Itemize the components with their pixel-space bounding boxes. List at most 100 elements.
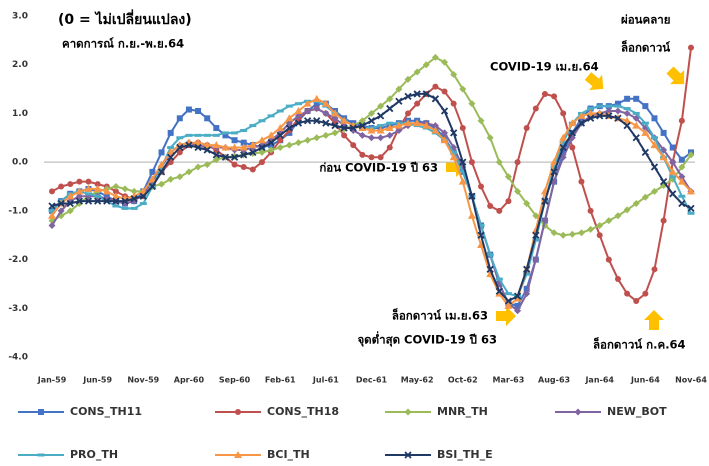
marker bbox=[577, 229, 585, 237]
marker bbox=[395, 126, 403, 134]
marker bbox=[194, 133, 202, 137]
marker bbox=[678, 199, 686, 208]
marker bbox=[258, 148, 266, 156]
marker bbox=[139, 202, 147, 206]
x-tick-label: May-62 bbox=[401, 376, 434, 385]
marker bbox=[276, 131, 284, 139]
marker bbox=[249, 124, 257, 128]
marker bbox=[659, 177, 668, 186]
marker bbox=[414, 100, 421, 107]
marker bbox=[614, 276, 621, 283]
marker bbox=[304, 107, 312, 115]
marker bbox=[240, 139, 247, 146]
marker bbox=[559, 231, 567, 239]
marker bbox=[531, 226, 540, 234]
marker bbox=[541, 217, 549, 225]
marker bbox=[185, 168, 193, 176]
marker bbox=[477, 223, 485, 227]
marker bbox=[377, 124, 385, 128]
marker bbox=[623, 107, 631, 111]
marker bbox=[277, 137, 284, 144]
marker bbox=[632, 200, 640, 208]
marker bbox=[203, 146, 211, 154]
marker bbox=[641, 193, 649, 201]
marker bbox=[312, 94, 321, 102]
marker bbox=[513, 294, 522, 302]
marker bbox=[650, 187, 658, 195]
marker bbox=[678, 194, 686, 198]
x-tick-label: Sep-60 bbox=[219, 376, 251, 385]
marker bbox=[167, 153, 175, 161]
marker bbox=[367, 117, 376, 125]
marker bbox=[294, 112, 302, 120]
marker bbox=[623, 116, 632, 124]
x-tick-label: Jun-59 bbox=[82, 376, 112, 385]
marker bbox=[551, 93, 558, 100]
marker bbox=[596, 232, 603, 239]
marker bbox=[623, 121, 631, 130]
x-tick-label: Nov-59 bbox=[127, 376, 159, 385]
marker bbox=[313, 100, 320, 107]
marker bbox=[559, 143, 567, 152]
marker bbox=[57, 207, 65, 215]
marker bbox=[212, 141, 221, 149]
marker bbox=[359, 151, 366, 158]
marker bbox=[94, 197, 102, 205]
x-tick-label: Jul-61 bbox=[312, 376, 339, 385]
marker bbox=[276, 144, 284, 152]
marker bbox=[212, 133, 220, 137]
legend-marker bbox=[404, 451, 412, 459]
marker bbox=[376, 112, 385, 120]
marker bbox=[394, 121, 403, 129]
marker bbox=[294, 102, 302, 106]
y-tick-label: -3.0 bbox=[8, 304, 28, 314]
marker bbox=[559, 141, 567, 145]
legend-marker bbox=[574, 408, 582, 416]
marker bbox=[532, 238, 540, 242]
marker bbox=[605, 112, 613, 120]
marker bbox=[404, 92, 412, 101]
marker bbox=[368, 134, 375, 142]
marker bbox=[687, 151, 695, 159]
marker bbox=[103, 197, 111, 205]
marker bbox=[285, 114, 294, 122]
annotation: จุดต่ำสุด COVID-19 ปี 63 bbox=[357, 331, 497, 348]
marker bbox=[313, 105, 321, 113]
marker bbox=[559, 133, 568, 141]
marker bbox=[230, 153, 239, 161]
marker bbox=[495, 277, 503, 281]
series bbox=[48, 90, 695, 305]
marker bbox=[441, 58, 449, 66]
marker bbox=[495, 158, 503, 166]
y-tick-label: 2.0 bbox=[12, 60, 28, 70]
legend-label: BCI_TH bbox=[267, 448, 310, 461]
marker bbox=[176, 136, 184, 140]
marker bbox=[112, 197, 120, 205]
marker bbox=[386, 144, 393, 151]
marker bbox=[148, 182, 157, 191]
marker bbox=[221, 131, 229, 135]
marker bbox=[66, 207, 74, 215]
marker bbox=[340, 124, 348, 132]
marker bbox=[468, 192, 476, 200]
marker bbox=[112, 204, 120, 208]
marker bbox=[158, 180, 166, 188]
marker bbox=[596, 112, 604, 120]
marker bbox=[75, 197, 84, 205]
marker bbox=[157, 160, 166, 168]
marker bbox=[660, 217, 667, 224]
marker bbox=[139, 187, 148, 195]
x-tick-label: Mar-63 bbox=[493, 376, 525, 385]
marker bbox=[642, 103, 649, 110]
marker bbox=[422, 90, 430, 98]
marker bbox=[185, 141, 193, 149]
marker bbox=[633, 95, 640, 102]
marker bbox=[294, 106, 303, 114]
marker bbox=[459, 158, 467, 166]
marker bbox=[341, 132, 348, 139]
marker bbox=[349, 124, 357, 132]
legend-marker bbox=[37, 453, 45, 457]
marker bbox=[213, 125, 220, 132]
marker bbox=[413, 119, 422, 127]
marker bbox=[230, 143, 239, 151]
